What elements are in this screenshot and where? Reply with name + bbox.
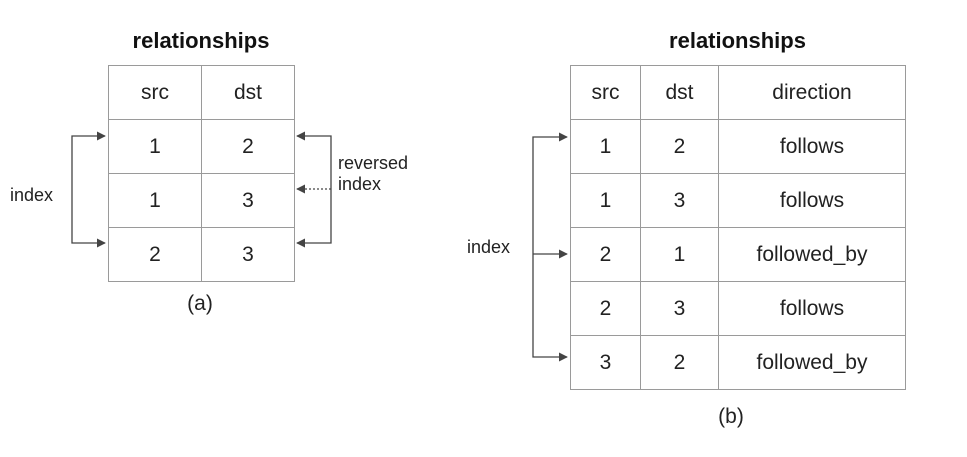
- cell-dst: 2: [640, 335, 719, 390]
- cell-src: 1: [570, 173, 641, 228]
- index-bracket-arrow: [71, 131, 106, 248]
- diagram-b-caption: (b): [718, 405, 744, 428]
- column-header-dst: dst: [201, 65, 295, 120]
- cell-src: 2: [108, 227, 202, 282]
- column-header-src: src: [570, 65, 641, 120]
- cell-dst: 3: [201, 227, 295, 282]
- table-header-row: src dst direction: [570, 65, 906, 120]
- column-header-src: src: [108, 65, 202, 120]
- cell-src: 2: [570, 227, 641, 282]
- table-row: 1 3 follows: [570, 173, 906, 228]
- table-row: 2 1 followed_by: [570, 227, 906, 282]
- cell-dst: 3: [640, 281, 719, 336]
- column-header-direction: direction: [718, 65, 906, 120]
- cell-dst: 1: [640, 227, 719, 282]
- reversed-label-line1: reversed: [338, 153, 409, 173]
- cell-direction: followed_by: [718, 227, 906, 282]
- cell-direction: follows: [718, 173, 906, 228]
- table-row: 1 2: [108, 119, 295, 174]
- diagram-b-table: src dst direction 1 2 follows 1 3 follow…: [570, 65, 906, 390]
- table-row: 2 3: [108, 227, 295, 282]
- diagram-b-title: relationships: [669, 28, 806, 53]
- diagram-b-index-label: index: [467, 237, 511, 257]
- table-header-row: src dst: [108, 65, 295, 120]
- cell-src: 1: [108, 173, 202, 228]
- cell-src: 1: [108, 119, 202, 174]
- diagram-a-title: relationships: [132, 28, 270, 53]
- cell-dst: 3: [201, 173, 295, 228]
- cell-direction: followed_by: [718, 335, 906, 390]
- table-row: 3 2 followed_by: [570, 335, 906, 390]
- reversed-label-line2: index: [338, 174, 382, 194]
- reversed-index-bracket-arrow: [296, 131, 332, 248]
- table-row: 1 3: [108, 173, 295, 228]
- cell-src: 1: [570, 119, 641, 174]
- cell-dst: 3: [640, 173, 719, 228]
- cell-src: 2: [570, 281, 641, 336]
- diagram-a-index-label: index: [10, 185, 54, 205]
- table-row: 2 3 follows: [570, 281, 906, 336]
- cell-dst: 2: [640, 119, 719, 174]
- column-header-dst: dst: [640, 65, 719, 120]
- diagram-a-caption: (a): [187, 292, 213, 315]
- diagram-a-table: src dst 1 2 1 3 2 3: [108, 65, 295, 282]
- cell-direction: follows: [718, 119, 906, 174]
- table-row: 1 2 follows: [570, 119, 906, 174]
- index-bracket-arrow-b: [532, 132, 568, 362]
- diagram-a-reversed-index-label: reversed index: [338, 153, 408, 195]
- cell-dst: 2: [201, 119, 295, 174]
